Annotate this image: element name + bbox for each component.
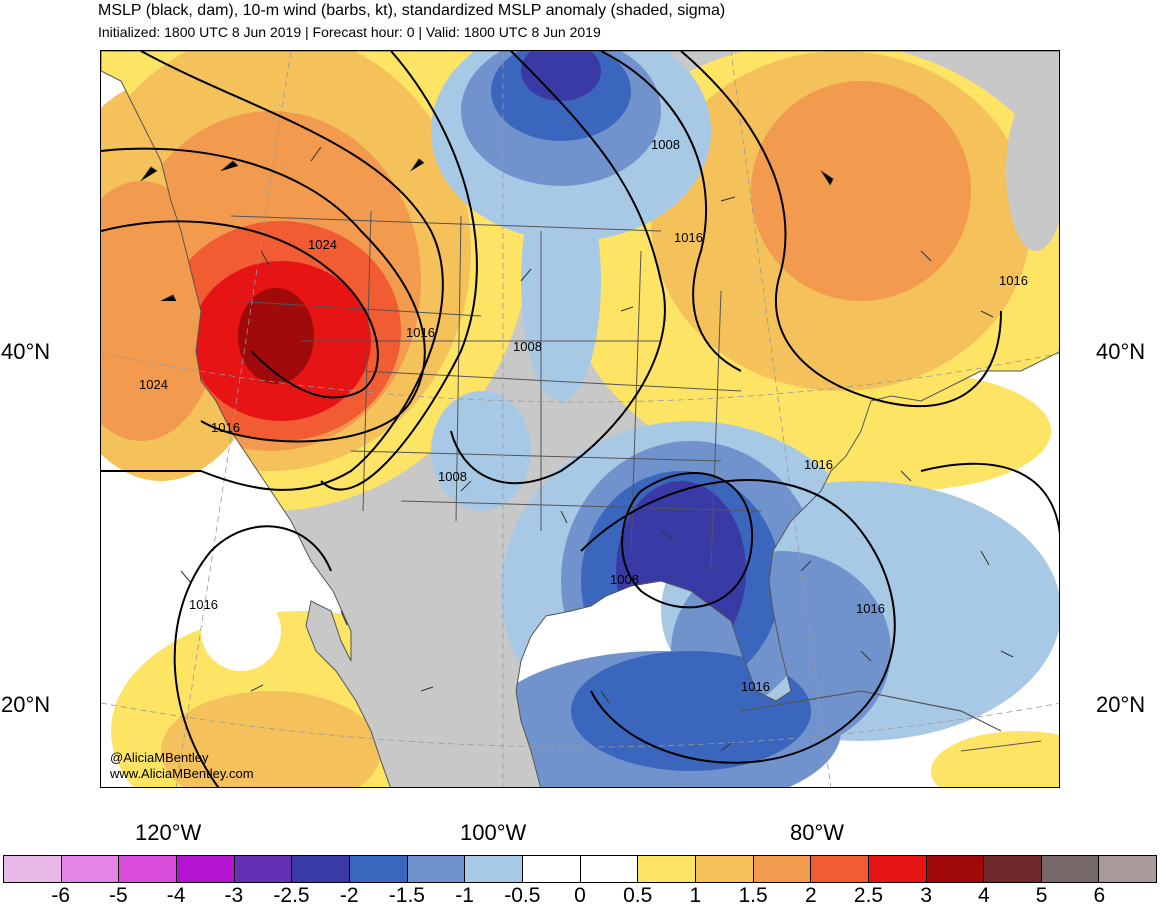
isobar-labels: 1024 1024 1016 1016 1008 1008 1008 1016 … (139, 137, 1028, 694)
colorbar-swatch (868, 856, 927, 882)
isobar-label: 1008 (513, 339, 542, 354)
isobar-label: 1024 (308, 237, 337, 252)
colorbar-swatch (926, 856, 985, 882)
lat-label-20n-left: 20°N (1, 692, 51, 717)
lat-label-40n-left: 40°N (1, 339, 51, 364)
colorbar-tick-label: 3 (920, 884, 933, 907)
map-panel: 1024 1024 1016 1016 1008 1008 1008 1016 … (100, 50, 1060, 788)
lon-label-120w: 120°W (135, 820, 202, 845)
colorbar-tick-label: 5 (1035, 884, 1048, 907)
colorbar-tick-label: -6 (51, 884, 71, 907)
colorbar-tick-label: -1 (455, 884, 474, 907)
credit-handle: @AliciaMBentley (110, 750, 209, 765)
isobar-label: 1016 (856, 601, 885, 616)
colorbar-tick-label: -0.5 (504, 884, 541, 907)
lon-label-100w: 100°W (460, 820, 527, 845)
isobar-1016-pacific (173, 525, 332, 787)
wind-barbs (140, 146, 1014, 752)
colorbar-swatch (695, 856, 754, 882)
isobar-label: 1016 (406, 325, 435, 340)
map-title: MSLP (black, dam), 10-m wind (barbs, kt)… (98, 2, 726, 19)
colorbar-tick-label: -5 (109, 884, 128, 907)
isobar-1008-trough (600, 51, 742, 372)
colorbar-swatch (1099, 856, 1157, 882)
colorbar-swatch (349, 856, 408, 882)
isobar-label: 1024 (139, 377, 168, 392)
graticule (101, 51, 1059, 787)
colorbar-swatch (984, 856, 1042, 882)
colorbar-swatch (4, 856, 62, 882)
isobar-label: 1016 (741, 679, 770, 694)
colorbar-swatch (61, 856, 120, 882)
isobars (101, 51, 1059, 787)
colorbar-tick-label: 2 (804, 884, 817, 907)
colorbar-swatch (292, 856, 350, 882)
isobar-1016-atlantic (920, 462, 1059, 535)
map-subtitle: Initialized: 1800 UTC 8 Jun 2019 | Forec… (98, 24, 601, 40)
isobar-1016-south (580, 479, 896, 764)
colorbar-tick-label: 6 (1093, 884, 1106, 907)
coastlines (101, 51, 1059, 787)
isobar-1016-east (680, 51, 1002, 408)
colorbar-tick-label: -4 (166, 884, 186, 907)
colorbar-tick-label: 1.5 (738, 884, 768, 907)
isobar-label: 1008 (610, 572, 639, 587)
lon-label-80w: 80°W (790, 820, 845, 845)
isobar-label: 1016 (674, 230, 703, 245)
colorbar (3, 855, 1157, 883)
isobar-label: 1008 (651, 137, 680, 152)
colorbar-tick-label: -2.5 (273, 884, 310, 907)
colorbar-swatch (580, 856, 639, 882)
colorbar-swatch (753, 856, 812, 882)
colorbar-swatch (638, 856, 696, 882)
isobar-label: 1016 (189, 597, 218, 612)
colorbar-swatch (811, 856, 869, 882)
isobar-label: 1016 (999, 273, 1028, 288)
colorbar-tick-label: -1.5 (388, 884, 425, 907)
colorbar-tick-label: 4 (978, 884, 990, 907)
colorbar-swatch (407, 856, 466, 882)
map-canvas: 1024 1024 1016 1016 1008 1008 1008 1016 … (101, 51, 1059, 787)
isobar-1008-south (621, 472, 754, 609)
colorbar-tick-label: -3 (224, 884, 244, 907)
isobar-1024-core (101, 220, 379, 399)
lat-label-20n-right: 20°N (1096, 692, 1146, 717)
colorbar-tick-label: -2 (339, 884, 359, 907)
colorbar-swatch (1041, 856, 1100, 882)
colorbar-tick-label: 1 (689, 884, 702, 907)
lat-label-40n-right: 40°N (1096, 339, 1146, 364)
colorbar-tick-label: 0.5 (623, 884, 653, 907)
colorbar-swatch (119, 856, 177, 882)
colorbar-swatch (522, 856, 581, 882)
isobar-1016-mid (320, 51, 478, 491)
credit-website: www.AliciaMBentley.com (110, 766, 254, 781)
isobar-label: 1008 (438, 469, 467, 484)
colorbar-swatch (234, 856, 293, 882)
colorbar-tick-label: 0 (574, 884, 586, 907)
colorbar-swatch (176, 856, 235, 882)
isobar-label: 1016 (211, 420, 240, 435)
isobar-1016-west (101, 51, 444, 491)
isobar-1008-north (450, 51, 666, 485)
colorbar-swatch (465, 856, 523, 882)
isobar-1024-west (101, 147, 426, 443)
colorbar-tick-label: 2.5 (853, 884, 884, 907)
isobar-label: 1016 (804, 457, 833, 472)
